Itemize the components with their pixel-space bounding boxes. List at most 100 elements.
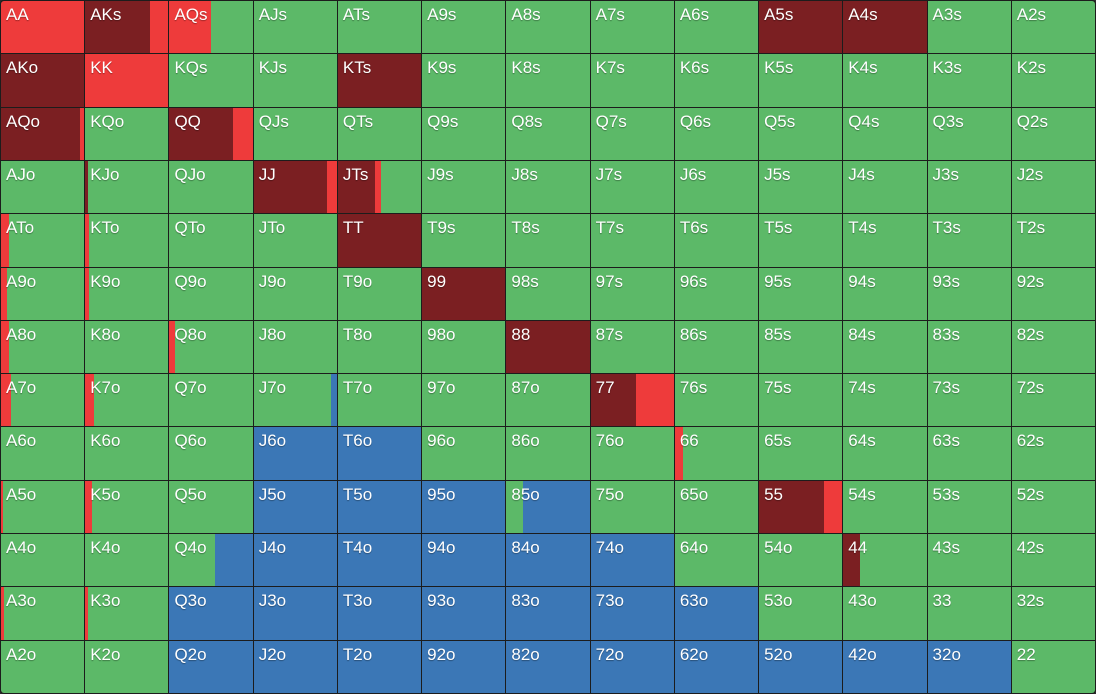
hand-cell-k2s[interactable]: K2s — [1011, 54, 1095, 107]
hand-cell-82o[interactable]: 82o — [506, 640, 590, 693]
hand-cell-72s[interactable]: 72s — [1011, 374, 1095, 427]
hand-cell-65s[interactable]: 65s — [759, 427, 843, 480]
hand-cell-j8o[interactable]: J8o — [253, 320, 337, 374]
hand-cell-93s[interactable]: 93s — [927, 267, 1011, 320]
hand-cell-75s[interactable]: 75s — [759, 374, 843, 427]
hand-cell-a3s[interactable]: A3s — [927, 1, 1011, 54]
hand-cell-jto[interactable]: JTo — [253, 214, 337, 267]
hand-cell-92s[interactable]: 92s — [1011, 267, 1095, 320]
hand-cell-63o[interactable]: 63o — [674, 587, 759, 640]
hand-cell-kjo[interactable]: KJo — [85, 160, 169, 214]
hand-cell-j6o[interactable]: J6o — [253, 427, 337, 480]
hand-cell-73o[interactable]: 73o — [590, 587, 674, 640]
hand-cell-87s[interactable]: 87s — [590, 320, 674, 374]
hand-cell-a9s[interactable]: A9s — [422, 1, 506, 54]
hand-cell-j3s[interactable]: J3s — [927, 160, 1011, 214]
hand-cell-ato[interactable]: ATo — [1, 214, 85, 267]
hand-cell-98s[interactable]: 98s — [506, 267, 590, 320]
hand-cell-22[interactable]: 22 — [1011, 640, 1095, 693]
hand-cell-q7o[interactable]: Q7o — [169, 374, 253, 427]
hand-cell-qq[interactable]: QQ — [169, 107, 253, 160]
hand-cell-54o[interactable]: 54o — [759, 534, 843, 587]
hand-cell-aqs[interactable]: AQs — [169, 1, 253, 54]
hand-cell-q9o[interactable]: Q9o — [169, 267, 253, 320]
hand-cell-t4s[interactable]: T4s — [843, 214, 927, 267]
hand-cell-kqo[interactable]: KQo — [85, 107, 169, 160]
hand-cell-52o[interactable]: 52o — [759, 640, 843, 693]
hand-cell-53o[interactable]: 53o — [759, 587, 843, 640]
hand-cell-aqo[interactable]: AQo — [1, 107, 85, 160]
hand-cell-k7s[interactable]: K7s — [590, 54, 674, 107]
hand-cell-97o[interactable]: 97o — [422, 374, 506, 427]
hand-cell-87o[interactable]: 87o — [506, 374, 590, 427]
hand-cell-j3o[interactable]: J3o — [253, 587, 337, 640]
hand-cell-q6s[interactable]: Q6s — [674, 107, 759, 160]
hand-cell-a3o[interactable]: A3o — [1, 587, 85, 640]
hand-cell-43s[interactable]: 43s — [927, 534, 1011, 587]
hand-cell-kts[interactable]: KTs — [337, 54, 422, 107]
hand-cell-qts[interactable]: QTs — [337, 107, 422, 160]
hand-cell-t9s[interactable]: T9s — [422, 214, 506, 267]
hand-cell-55[interactable]: 55 — [759, 480, 843, 534]
hand-cell-75o[interactable]: 75o — [590, 480, 674, 534]
hand-cell-kjs[interactable]: KJs — [253, 54, 337, 107]
hand-cell-tt[interactable]: TT — [337, 214, 422, 267]
hand-cell-jts[interactable]: JTs — [337, 160, 422, 214]
hand-cell-t3s[interactable]: T3s — [927, 214, 1011, 267]
hand-cell-64o[interactable]: 64o — [674, 534, 759, 587]
hand-cell-92o[interactable]: 92o — [422, 640, 506, 693]
hand-cell-t2o[interactable]: T2o — [337, 640, 422, 693]
hand-cell-42s[interactable]: 42s — [1011, 534, 1095, 587]
hand-cell-88[interactable]: 88 — [506, 320, 590, 374]
hand-cell-42o[interactable]: 42o — [843, 640, 927, 693]
hand-cell-a9o[interactable]: A9o — [1, 267, 85, 320]
hand-cell-j5o[interactable]: J5o — [253, 480, 337, 534]
hand-cell-83s[interactable]: 83s — [927, 320, 1011, 374]
hand-cell-j2o[interactable]: J2o — [253, 640, 337, 693]
hand-cell-k3o[interactable]: K3o — [85, 587, 169, 640]
hand-cell-a8s[interactable]: A8s — [506, 1, 590, 54]
hand-cell-74o[interactable]: 74o — [590, 534, 674, 587]
hand-cell-62s[interactable]: 62s — [1011, 427, 1095, 480]
hand-cell-85o[interactable]: 85o — [506, 480, 590, 534]
hand-cell-t3o[interactable]: T3o — [337, 587, 422, 640]
hand-cell-32s[interactable]: 32s — [1011, 587, 1095, 640]
hand-cell-a5o[interactable]: A5o — [1, 480, 85, 534]
hand-cell-q2s[interactable]: Q2s — [1011, 107, 1095, 160]
hand-cell-j8s[interactable]: J8s — [506, 160, 590, 214]
hand-cell-84s[interactable]: 84s — [843, 320, 927, 374]
hand-cell-t8o[interactable]: T8o — [337, 320, 422, 374]
hand-cell-k4s[interactable]: K4s — [843, 54, 927, 107]
hand-cell-qjs[interactable]: QJs — [253, 107, 337, 160]
hand-cell-k2o[interactable]: K2o — [85, 640, 169, 693]
hand-cell-j6s[interactable]: J6s — [674, 160, 759, 214]
hand-cell-j4o[interactable]: J4o — [253, 534, 337, 587]
hand-cell-94o[interactable]: 94o — [422, 534, 506, 587]
hand-cell-t4o[interactable]: T4o — [337, 534, 422, 587]
hand-cell-a7o[interactable]: A7o — [1, 374, 85, 427]
hand-cell-q9s[interactable]: Q9s — [422, 107, 506, 160]
hand-cell-k3s[interactable]: K3s — [927, 54, 1011, 107]
hand-cell-72o[interactable]: 72o — [590, 640, 674, 693]
hand-cell-63s[interactable]: 63s — [927, 427, 1011, 480]
hand-cell-77[interactable]: 77 — [590, 374, 674, 427]
hand-cell-a6s[interactable]: A6s — [674, 1, 759, 54]
hand-cell-q8o[interactable]: Q8o — [169, 320, 253, 374]
hand-cell-q7s[interactable]: Q7s — [590, 107, 674, 160]
hand-cell-q5s[interactable]: Q5s — [759, 107, 843, 160]
hand-cell-k7o[interactable]: K7o — [85, 374, 169, 427]
hand-cell-j2s[interactable]: J2s — [1011, 160, 1095, 214]
hand-cell-43o[interactable]: 43o — [843, 587, 927, 640]
hand-cell-a2o[interactable]: A2o — [1, 640, 85, 693]
hand-cell-kk[interactable]: KK — [85, 54, 169, 107]
hand-cell-33[interactable]: 33 — [927, 587, 1011, 640]
hand-cell-99[interactable]: 99 — [422, 267, 506, 320]
hand-cell-a6o[interactable]: A6o — [1, 427, 85, 480]
hand-cell-82s[interactable]: 82s — [1011, 320, 1095, 374]
hand-cell-32o[interactable]: 32o — [927, 640, 1011, 693]
hand-cell-t6s[interactable]: T6s — [674, 214, 759, 267]
hand-cell-53s[interactable]: 53s — [927, 480, 1011, 534]
hand-cell-q5o[interactable]: Q5o — [169, 480, 253, 534]
hand-cell-aa[interactable]: AA — [1, 1, 85, 54]
hand-cell-q3s[interactable]: Q3s — [927, 107, 1011, 160]
